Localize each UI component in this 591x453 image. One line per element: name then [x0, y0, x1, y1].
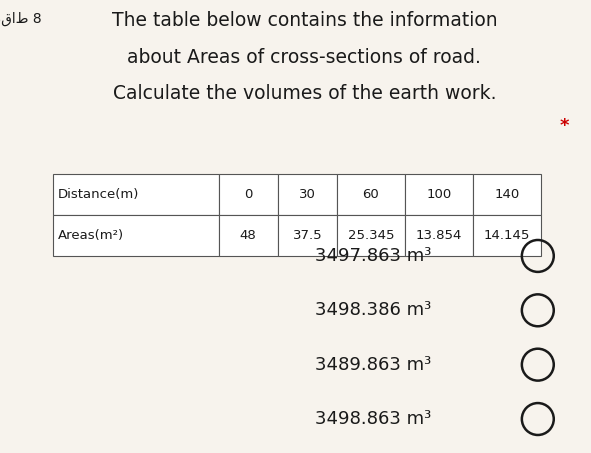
Text: 14.145: 14.145	[483, 229, 530, 242]
Text: 3497.863 m³: 3497.863 m³	[315, 247, 431, 265]
Bar	[405, 215, 473, 256]
Text: 100: 100	[426, 188, 452, 201]
Text: 30: 30	[299, 188, 316, 201]
Bar	[337, 215, 405, 256]
Text: 37.5: 37.5	[293, 229, 322, 242]
Bar	[337, 174, 405, 215]
Text: 25.345: 25.345	[348, 229, 394, 242]
Text: 3489.863 m³: 3489.863 m³	[315, 356, 431, 374]
Text: 0: 0	[244, 188, 252, 201]
Text: نقاط 8: نقاط 8	[0, 11, 41, 25]
Bar	[278, 174, 337, 215]
Text: 13.854: 13.854	[415, 229, 462, 242]
Bar	[473, 174, 541, 215]
Bar	[53, 174, 219, 215]
Text: 3498.386 m³: 3498.386 m³	[315, 301, 431, 319]
Bar	[405, 174, 473, 215]
Text: 3498.863 m³: 3498.863 m³	[315, 410, 431, 428]
Bar	[278, 215, 337, 256]
Text: 140: 140	[494, 188, 519, 201]
Text: about Areas of cross-sections of road.: about Areas of cross-sections of road.	[128, 48, 481, 67]
Text: 48: 48	[240, 229, 256, 242]
Text: Distance(m): Distance(m)	[58, 188, 139, 201]
Text: The table below contains the information: The table below contains the information	[112, 11, 497, 30]
Bar	[219, 215, 278, 256]
Bar	[219, 174, 278, 215]
Text: Areas(m²): Areas(m²)	[58, 229, 124, 242]
Bar	[473, 215, 541, 256]
Text: 60: 60	[362, 188, 379, 201]
Text: Calculate the volumes of the earth work.: Calculate the volumes of the earth work.	[113, 84, 496, 103]
Bar	[53, 215, 219, 256]
Text: *: *	[560, 117, 569, 135]
